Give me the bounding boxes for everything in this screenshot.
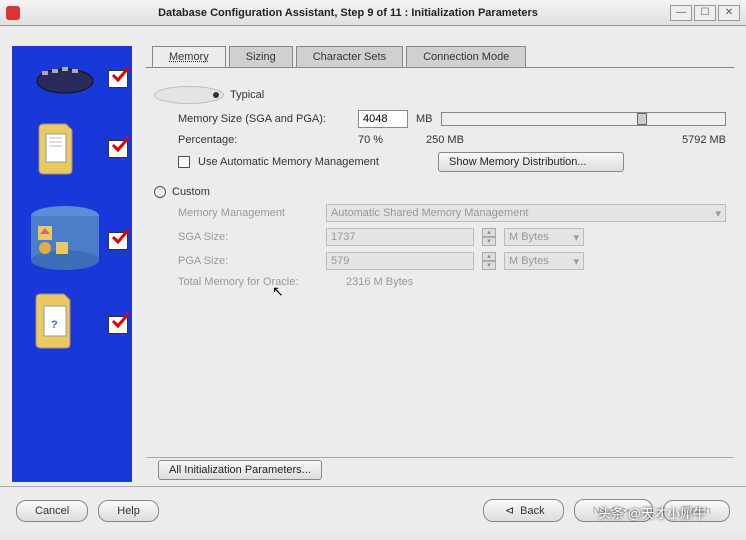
window-title: Database Configuration Assistant, Step 9… — [26, 7, 670, 19]
custom-radio[interactable] — [154, 186, 166, 198]
custom-label: Custom — [172, 186, 210, 198]
minimize-button[interactable]: — — [670, 5, 692, 21]
pga-spinner: ▴▾ — [482, 252, 496, 270]
back-button[interactable]: ⊲ Back — [483, 499, 564, 522]
typical-radio[interactable] — [154, 86, 224, 104]
custom-radio-row[interactable]: Custom — [154, 186, 726, 198]
back-label: Back — [520, 505, 544, 517]
svg-text:?: ? — [51, 319, 58, 331]
slider-max-label: 5792 MB — [682, 134, 726, 146]
memory-panel: Typical Memory Size (SGA and PGA): 4048 … — [146, 67, 734, 457]
sidebar-step-3 — [12, 196, 132, 286]
window-titlebar: Database Configuration Assistant, Step 9… — [0, 0, 746, 26]
memory-size-unit: MB — [416, 113, 433, 125]
sga-size-label: SGA Size: — [178, 231, 318, 243]
memory-size-label: Memory Size (SGA and PGA): — [178, 113, 350, 125]
app-icon — [6, 6, 20, 20]
auto-memory-checkbox[interactable] — [178, 156, 190, 168]
main-panel: Memory Sizing Character Sets Connection … — [146, 46, 734, 482]
close-button[interactable]: ✕ — [718, 5, 740, 21]
show-memory-distribution-button[interactable]: Show Memory Distribution... — [438, 152, 624, 172]
percentage-label: Percentage: — [178, 134, 350, 146]
memory-size-input[interactable]: 4048 — [358, 110, 408, 128]
step-check-icon — [108, 316, 128, 334]
cancel-button[interactable]: Cancel — [16, 500, 88, 522]
watermark: 头条 @天才小犀牛 — [598, 503, 706, 522]
window-buttons: — ☐ ✕ — [670, 5, 740, 21]
tab-sizing[interactable]: Sizing — [229, 46, 293, 67]
sidebar-step-1 — [12, 46, 132, 116]
typical-radio-row[interactable]: Typical — [154, 86, 726, 104]
sidebar-step-2 — [12, 116, 132, 196]
all-init-params-button[interactable]: All Initialization Parameters... — [158, 460, 322, 480]
tab-connection-mode[interactable]: Connection Mode — [406, 46, 526, 67]
percentage-value: 70 % — [358, 134, 418, 146]
pga-size-label: PGA Size: — [178, 255, 318, 267]
slider-min-label: 250 MB — [426, 134, 486, 146]
sidebar-step-4: ? — [12, 286, 132, 370]
tabs: Memory Sizing Character Sets Connection … — [146, 46, 734, 67]
auto-memory-label: Use Automatic Memory Management — [198, 156, 430, 168]
maximize-button[interactable]: ☐ — [694, 5, 716, 21]
sga-size-input: 1737 — [326, 228, 474, 246]
typical-label: Typical — [230, 89, 264, 101]
step-check-icon — [108, 140, 128, 158]
tab-character-sets[interactable]: Character Sets — [296, 46, 403, 67]
bottom-bar: All Initialization Parameters... — [146, 457, 734, 482]
step-check-icon — [108, 232, 128, 250]
help-button[interactable]: Help — [98, 500, 159, 522]
sga-spinner: ▴▾ — [482, 228, 496, 246]
wizard-sidebar: ? — [12, 46, 132, 482]
slider-thumb[interactable] — [637, 113, 647, 125]
memory-mgmt-label: Memory Management — [178, 207, 318, 219]
pga-unit-select: M Bytes — [504, 252, 584, 270]
tab-memory[interactable]: Memory — [152, 46, 226, 67]
pga-size-input: 579 — [326, 252, 474, 270]
memory-slider[interactable] — [441, 112, 727, 126]
cursor-icon: ↖ — [272, 283, 284, 300]
total-memory-value: 2316 M Bytes — [346, 276, 413, 288]
sga-unit-select: M Bytes — [504, 228, 584, 246]
total-memory-label: Total Memory for Oracle: — [178, 276, 338, 288]
memory-mgmt-select: Automatic Shared Memory Management — [326, 204, 726, 222]
step-check-icon — [108, 70, 128, 88]
